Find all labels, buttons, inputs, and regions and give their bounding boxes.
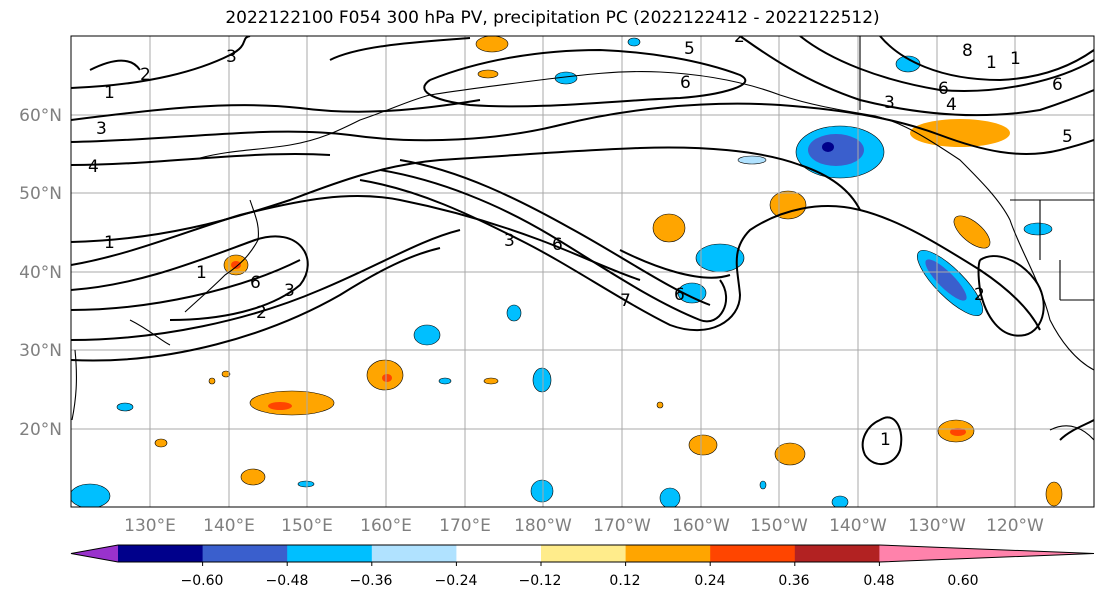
contour-label: 1 <box>986 53 997 73</box>
contour-label: 2 <box>734 27 745 47</box>
colorbar-segment <box>371 545 457 562</box>
map-frame <box>70 35 1095 508</box>
contour-label: 3 <box>226 47 237 67</box>
contour-label: 6 <box>250 273 261 293</box>
colorbar-tick-label: −0.60 <box>181 573 224 589</box>
colorbar-tick-label: −0.48 <box>266 573 309 589</box>
longitude-labels: 130°E 140°E 150°E 160°E 170°E 180°W 170°… <box>124 516 1044 536</box>
lon-label: 140°W <box>829 516 887 536</box>
contour-label: 1 <box>880 430 891 450</box>
colorbar-segment <box>456 545 542 562</box>
lat-label-50n: 50°N <box>19 184 62 204</box>
colorbar-segment <box>541 545 627 562</box>
lat-label-30n: 30°N <box>19 341 62 361</box>
contour-label: 4 <box>88 157 99 177</box>
contour-label: 6 <box>552 235 563 255</box>
contour-label: 4 <box>946 95 957 115</box>
lat-label-40n: 40°N <box>19 263 62 283</box>
contour-label: 1 <box>1010 49 1021 69</box>
contour-label: 6 <box>680 73 691 93</box>
colorbar-tick-label: 0.24 <box>694 573 725 589</box>
precipitation-shading <box>71 36 1063 507</box>
contour-label: 3 <box>504 231 515 251</box>
contour-label: 2 <box>256 303 267 323</box>
colorbar-tick-label: 0.12 <box>609 573 640 589</box>
contour-label: 5 <box>684 39 695 59</box>
lat-label-60n: 60°N <box>19 106 62 126</box>
contour-label: 3 <box>96 119 107 139</box>
colorbar-outline <box>70 544 1095 563</box>
latitude-labels: 60°N 50°N 40°N 30°N 20°N <box>19 106 62 440</box>
contour-labels: 1 2 3 3 4 5 6 6 8 1 2 3 1 6 3 4 5 6 6 1 … <box>88 27 1073 450</box>
lon-label: 140°E <box>203 516 255 536</box>
colorbar-tick-label: 0.36 <box>778 573 809 589</box>
contour-label: 3 <box>884 93 895 113</box>
graticule <box>71 36 1094 507</box>
contour-label: 2 <box>974 285 985 305</box>
lon-label: 150°E <box>281 516 333 536</box>
colorbar-segment <box>287 545 373 562</box>
contour-label: 8 <box>962 41 973 61</box>
colorbar-segment <box>710 545 796 562</box>
colorbar-extend-min <box>71 545 118 562</box>
contour-label: 2 <box>140 65 151 85</box>
colorbar-tick-label: 0.48 <box>863 573 894 589</box>
contour-label: 3 <box>284 281 295 301</box>
map-title: 2022122100 F054 300 hPa PV, precipitatio… <box>225 8 880 28</box>
lon-label: 170°W <box>593 516 651 536</box>
contour-label: 5 <box>1062 127 1073 147</box>
contour-label: 1 <box>104 83 115 103</box>
lon-label: 160°W <box>672 516 730 536</box>
colorbar-tick-label: −0.24 <box>435 573 478 589</box>
colorbar-tick-label: −0.12 <box>519 573 562 589</box>
contour-label: 6 <box>1052 75 1063 95</box>
lat-label-20n: 20°N <box>19 420 62 440</box>
lon-label: 130°W <box>908 516 966 536</box>
contour-label: 6 <box>938 79 949 99</box>
contour-label: 1 <box>196 263 207 283</box>
map-panel: 1 2 3 3 4 5 6 6 8 1 2 3 1 6 3 4 5 6 6 1 … <box>71 27 1094 507</box>
contour-label: 6 <box>674 285 685 305</box>
colorbar-segment <box>625 545 711 562</box>
lon-label: 120°W <box>986 516 1044 536</box>
lon-label: 130°E <box>124 516 176 536</box>
colorbar-segment <box>202 545 288 562</box>
lon-label: 170°E <box>439 516 491 536</box>
colorbar-tick-label: −0.36 <box>350 573 393 589</box>
colorbar-extend-max <box>879 545 1094 562</box>
pv-contours <box>71 36 1094 465</box>
lon-label: 160°E <box>360 516 412 536</box>
lon-label: 150°W <box>750 516 808 536</box>
contour-label: 1 <box>104 233 115 253</box>
colorbar-segment <box>794 545 880 562</box>
contour-label: 7 <box>620 291 631 311</box>
colorbar <box>70 544 1095 566</box>
colorbar-tick-label: 0.60 <box>947 573 978 589</box>
colorbar-segment <box>118 545 204 562</box>
lon-label: 180°W <box>514 516 572 536</box>
colorbar-tick-labels: −0.60 −0.48 −0.36 −0.24 −0.12 0.12 0.24 … <box>181 573 979 589</box>
